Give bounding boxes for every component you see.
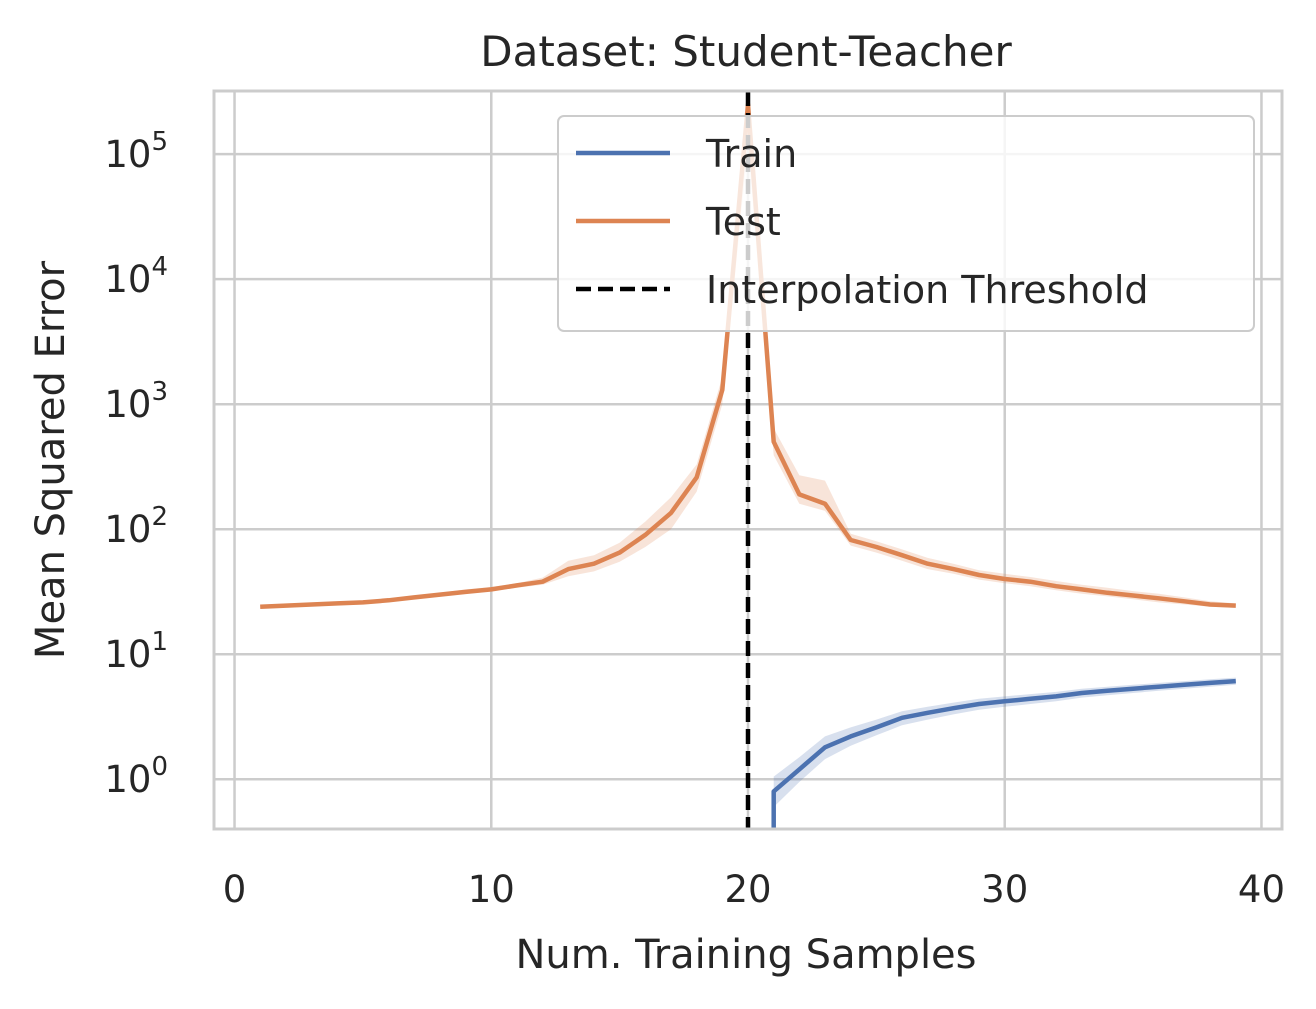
legend-label-threshold: Interpolation Threshold bbox=[706, 268, 1149, 312]
legend-box bbox=[557, 115, 1255, 332]
y-tick-label: 105 bbox=[104, 127, 168, 176]
series-line-train bbox=[771, 678, 1236, 829]
x-tick-label: 20 bbox=[724, 868, 771, 911]
confidence-band-train bbox=[773, 677, 1236, 829]
legend-label-test: Test bbox=[705, 200, 781, 244]
plot-frame bbox=[212, 89, 1284, 831]
x-tick-label: 40 bbox=[1238, 868, 1285, 911]
x-tick-label: 0 bbox=[223, 868, 247, 911]
confidence-bands bbox=[260, 94, 1236, 829]
y-tick-label: 101 bbox=[104, 627, 168, 676]
legend: Train Test Interpolation Threshold bbox=[557, 115, 1255, 332]
y-tick-label: 104 bbox=[104, 252, 168, 301]
y-axis-label: Mean Squared Error bbox=[28, 260, 74, 659]
y-tick-labels: 100 101 102 103 104 105 bbox=[104, 127, 168, 801]
x-tick-label: 10 bbox=[468, 868, 515, 911]
x-tick-labels: 0 10 20 30 40 bbox=[223, 868, 1285, 911]
y-tick-label: 100 bbox=[104, 752, 168, 801]
x-axis-label: Num. Training Samples bbox=[515, 932, 976, 978]
x-tick-label: 30 bbox=[981, 868, 1028, 911]
legend-label-train: Train bbox=[705, 132, 797, 176]
y-tick-label: 102 bbox=[104, 502, 168, 551]
y-tick-label: 103 bbox=[104, 377, 168, 426]
chart-title: Dataset: Student-Teacher bbox=[480, 27, 1012, 76]
